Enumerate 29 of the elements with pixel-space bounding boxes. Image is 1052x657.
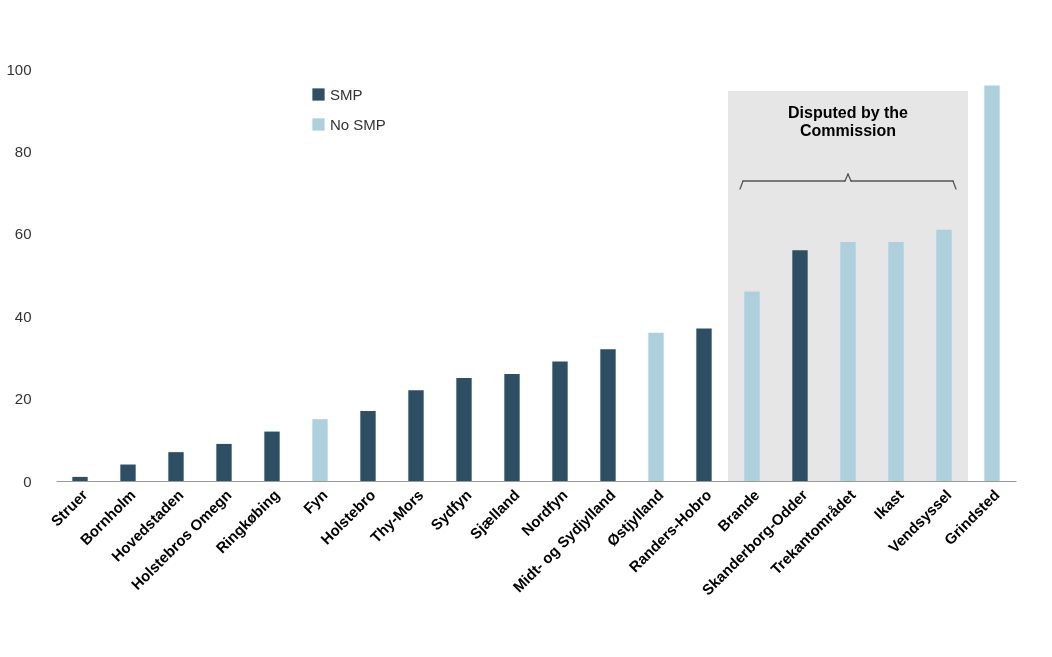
legend-label: No SMP [330,115,386,133]
y-tick-label: 20 [14,390,32,408]
bar [984,85,1000,481]
bar [72,476,88,481]
bar [408,390,424,481]
legend-label: SMP [330,85,363,103]
y-tick-label: 60 [14,225,32,243]
bar [264,431,280,481]
bar [504,373,520,481]
bar [792,250,808,481]
bar [456,378,472,481]
y-tick-label: 40 [14,307,32,325]
bar [888,242,904,481]
bar [312,419,328,481]
bar [696,328,712,481]
bar [120,464,136,481]
bar [744,291,760,481]
band-label: Disputed by the Commission [787,104,909,139]
bar [600,349,616,481]
y-tick-label: 80 [14,142,32,160]
bar [552,361,568,481]
bar [936,229,952,481]
bar [840,242,856,481]
bar [360,410,376,481]
bar [648,332,664,481]
y-tick-label: 100 [6,60,32,78]
bar [168,452,184,481]
y-tick-label: 0 [23,472,32,490]
bar [216,443,232,481]
